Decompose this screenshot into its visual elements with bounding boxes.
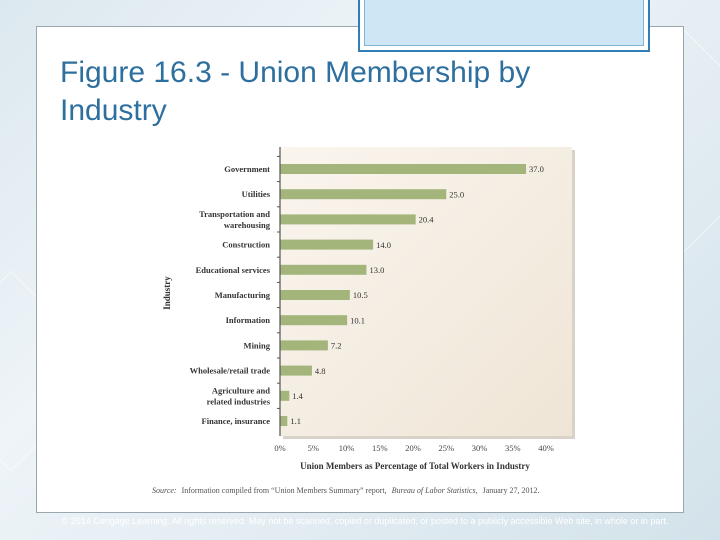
x-tick-label: 5% xyxy=(308,443,319,453)
x-tick-label: 10% xyxy=(339,443,355,453)
slide-title: Figure 16.3 - Union Membership by Indust… xyxy=(60,54,620,130)
source-italic: Bureau of Labor Statistics, xyxy=(392,486,478,495)
bar xyxy=(280,340,328,351)
bar xyxy=(280,189,447,200)
bar xyxy=(280,290,350,300)
x-axis-label: Union Members as Percentage of Total Wor… xyxy=(300,461,530,471)
source-date: January 27, 2012. xyxy=(483,486,540,495)
bar-value-label: 4.8 xyxy=(315,366,326,376)
source-prefix: Source: xyxy=(152,486,177,495)
title-line-1: Figure 16.3 - Union Membership by xyxy=(60,56,531,89)
x-tick-label: 30% xyxy=(472,443,488,453)
top-decoration xyxy=(358,0,650,52)
x-tick-label: 35% xyxy=(505,443,521,453)
bar-value-label: 7.2 xyxy=(331,341,342,351)
top-decoration-inner xyxy=(364,0,644,46)
category-label: Utilities xyxy=(242,189,271,199)
bar xyxy=(280,315,348,326)
bar xyxy=(280,239,374,250)
category-label: Construction xyxy=(222,240,270,250)
bar-value-label: 10.5 xyxy=(353,290,368,300)
bar-value-label: 25.0 xyxy=(449,189,464,199)
category-label: Transportation and xyxy=(199,209,270,219)
bar-value-label: 1.1 xyxy=(290,416,301,426)
x-tick-label: 40% xyxy=(538,443,554,453)
category-label: Mining xyxy=(244,340,271,350)
y-axis-label: Industry xyxy=(162,276,172,310)
bar-value-label: 37.0 xyxy=(529,164,544,174)
category-label: Manufacturing xyxy=(215,290,271,300)
x-tick-label: 20% xyxy=(405,443,421,453)
bar xyxy=(280,264,367,275)
bar xyxy=(280,164,527,174)
x-tick-label: 15% xyxy=(372,443,388,453)
category-label: related industries xyxy=(207,396,271,406)
bar-value-label: 14.0 xyxy=(376,240,391,250)
bar-value-label: 20.4 xyxy=(419,215,435,225)
bar-value-label: 10.1 xyxy=(350,315,365,325)
bar xyxy=(280,214,416,225)
x-tick-label: 0% xyxy=(274,443,285,453)
source-text: Information compiled from “Union Members… xyxy=(182,486,387,495)
category-label: warehousing xyxy=(224,220,271,230)
category-label: Wholesale/retail trade xyxy=(190,366,271,376)
title-line-2: Industry xyxy=(60,94,167,127)
ticks-layer: 0% 5% 10% 15% 20% 25% 30% 35% 40% xyxy=(274,155,554,453)
source-note: Source: Information compiled from “Union… xyxy=(152,486,539,495)
bar xyxy=(280,365,312,376)
bars-layer: 37.0 Government 25.0 Utilities 20.4 Transport… xyxy=(190,164,544,426)
bar xyxy=(280,390,290,401)
category-label: Educational services xyxy=(196,265,271,275)
category-label: Agriculture and xyxy=(212,385,270,395)
bar-value-label: 1.4 xyxy=(292,391,303,401)
category-label: Government xyxy=(224,164,270,174)
bar-chart: 37.0 Government 25.0 Utilities 20.4 Transport… xyxy=(152,147,575,495)
category-label: Finance, insurance xyxy=(202,416,271,426)
category-label: Information xyxy=(226,315,271,325)
bar-value-label: 13.0 xyxy=(369,265,384,275)
copyright-footer: © 2014 Cengage Learning. All rights rese… xyxy=(61,516,669,526)
bar xyxy=(280,416,288,426)
x-tick-label: 25% xyxy=(438,443,454,453)
